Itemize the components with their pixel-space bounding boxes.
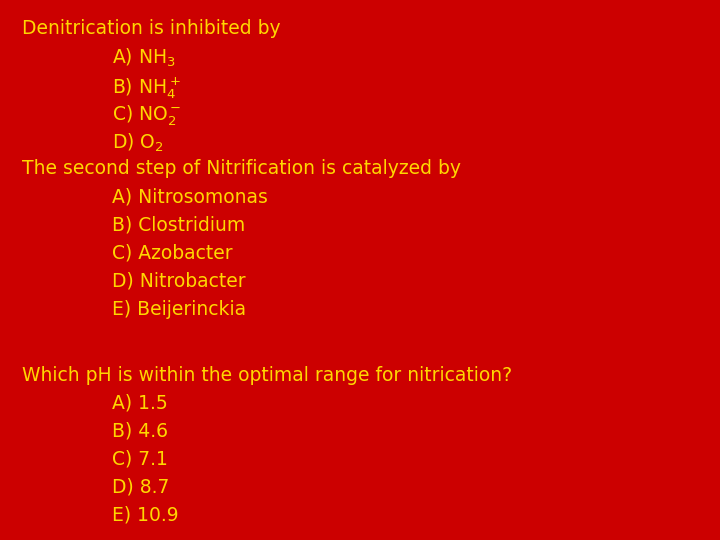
Text: Denitrication is inhibited by: Denitrication is inhibited by xyxy=(22,19,280,38)
Text: D) Nitrobacter: D) Nitrobacter xyxy=(112,272,246,291)
Text: The second step of Nitrification is catalyzed by: The second step of Nitrification is cata… xyxy=(22,159,461,178)
Text: A) Nitrosomonas: A) Nitrosomonas xyxy=(112,187,267,206)
Text: A) 1.5: A) 1.5 xyxy=(112,394,167,413)
Text: Which pH is within the optimal range for nitrication?: Which pH is within the optimal range for… xyxy=(22,366,512,384)
Text: C) $\mathrm{NO_2^-}$: C) $\mathrm{NO_2^-}$ xyxy=(112,103,181,127)
Text: B) Clostridium: B) Clostridium xyxy=(112,215,245,234)
Text: B) $\mathrm{NH_4^+}$: B) $\mathrm{NH_4^+}$ xyxy=(112,75,180,100)
Text: B) 4.6: B) 4.6 xyxy=(112,422,168,441)
Text: D) 8.7: D) 8.7 xyxy=(112,478,169,497)
Text: C) 7.1: C) 7.1 xyxy=(112,450,168,469)
Text: A) $\mathrm{NH_3}$: A) $\mathrm{NH_3}$ xyxy=(112,47,175,69)
Text: E) 10.9: E) 10.9 xyxy=(112,506,179,525)
Text: E) Beijerinckia: E) Beijerinckia xyxy=(112,300,246,319)
Text: D) $\mathrm{O_2}$: D) $\mathrm{O_2}$ xyxy=(112,131,163,153)
Text: C) Azobacter: C) Azobacter xyxy=(112,244,233,262)
